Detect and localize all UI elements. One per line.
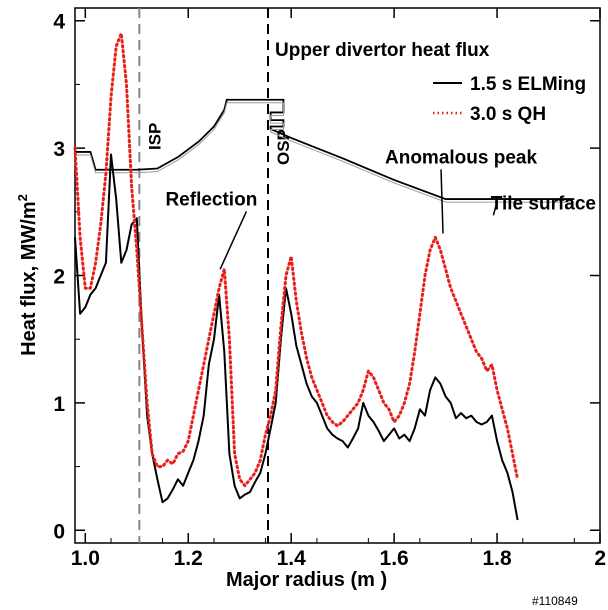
series-line-0 bbox=[74, 153, 519, 521]
y-tick-label: 0 bbox=[53, 520, 65, 543]
legend-label-qh: 3.0 s QH bbox=[470, 104, 546, 125]
y-tick-label: 3 bbox=[53, 138, 65, 161]
tile-surface-shadow bbox=[75, 102, 575, 203]
annotation-pointer-1 bbox=[440, 169, 444, 234]
vline-label-isp: ISP bbox=[145, 123, 164, 150]
x-tick-label: 1.0 bbox=[71, 547, 100, 570]
y-tick-label: 1 bbox=[53, 393, 65, 416]
y-tick-label: 4 bbox=[53, 11, 65, 34]
y-axis-title-sup: 2 bbox=[15, 194, 30, 201]
annotation-0: Reflection bbox=[165, 189, 257, 210]
annotations: Reflection Anomalous peak Tile surface bbox=[165, 147, 596, 270]
y-tick-label: 2 bbox=[53, 266, 65, 289]
y-axis-title-group: Heat flux, MW/m2 bbox=[15, 194, 40, 356]
annotation-1: Anomalous peak bbox=[385, 147, 537, 168]
legend: 1.5 s ELMing 3.0 s QH bbox=[433, 74, 586, 125]
legend-label-elming: 1.5 s ELMing bbox=[470, 74, 586, 95]
series-line-1 bbox=[73, 32, 520, 488]
y-axis-title: Heat flux, MW/m2 bbox=[15, 194, 40, 356]
x-tick-label: 1.8 bbox=[482, 547, 512, 570]
annotation-2: Tile surface bbox=[491, 193, 596, 214]
x-tick-label: 1.4 bbox=[277, 547, 307, 570]
axis-ticks bbox=[75, 8, 601, 543]
tile-surface-profile bbox=[75, 98, 575, 203]
x-tick-label: 1.6 bbox=[380, 547, 409, 570]
tile-surface-line bbox=[75, 98, 575, 200]
chart-title: Upper divertor heat flux bbox=[275, 40, 490, 61]
vline-label-osp: OSP bbox=[274, 129, 293, 165]
x-axis-title: Major radius (m ) bbox=[226, 569, 387, 591]
y-axis-title-main: Heat flux, MW/m bbox=[18, 201, 40, 355]
data-series bbox=[73, 32, 520, 521]
x-tick-label: 1.2 bbox=[174, 547, 203, 570]
shot-number: #110849 bbox=[532, 594, 578, 608]
strike-point-lines: ISP OSP bbox=[138, 8, 293, 543]
annotation-pointer-2 bbox=[492, 201, 498, 216]
annotation-pointer-0 bbox=[219, 211, 248, 270]
x-tick-label: 2 bbox=[594, 547, 606, 570]
axis-tick-labels: 1.0 1.2 1.4 1.6 1.8 2 0 1 2 3 4 bbox=[53, 11, 606, 570]
